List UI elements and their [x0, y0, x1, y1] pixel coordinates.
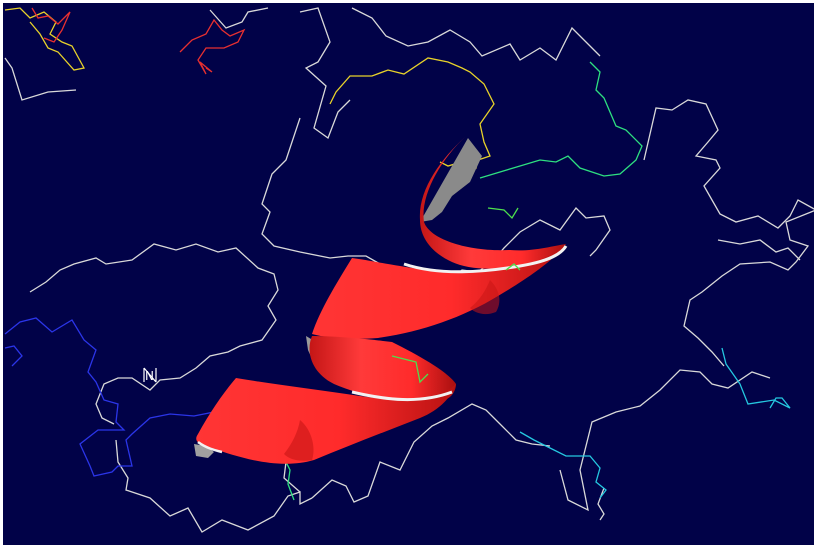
helix-ribbon-icon[interactable] [194, 136, 568, 464]
sidechain-trace [391, 355, 429, 384]
yellow-trace [4, 7, 85, 71]
helix-ribbon-shade [470, 280, 500, 315]
helix-ribbon-back [194, 444, 214, 458]
backbone-segment [717, 239, 801, 261]
helix-ribbon-edge [197, 440, 223, 454]
helix-ribbon-shade [284, 420, 314, 461]
green-chain-segment [283, 61, 643, 501]
backbone-segment [683, 209, 817, 367]
backbone-segment [283, 461, 301, 493]
backbone-segment [643, 99, 817, 229]
green-trace [479, 61, 643, 179]
red-trace [31, 7, 71, 43]
cyan-chain-segment [519, 347, 791, 499]
green-trace [283, 457, 295, 501]
sidechain-trace [487, 207, 519, 220]
helix-sidechains [391, 207, 521, 384]
red-chain-segment [31, 7, 246, 75]
atom-label-glyph [143, 367, 157, 383]
blue-trace [4, 317, 225, 477]
helix-ribbon-back [420, 138, 482, 222]
helix-ribbon-turn [312, 244, 566, 339]
atom-label-marker: N [143, 367, 157, 383]
blue-trace [4, 345, 23, 367]
backbone-trace [4, 7, 817, 533]
backbone-segment [351, 7, 601, 61]
helix-ribbon-turn [309, 336, 456, 402]
cyan-trace [519, 431, 607, 499]
atom-label: N [145, 369, 154, 383]
backbone-segment [559, 369, 771, 512]
backbone-segment [4, 57, 77, 101]
cyan-trace [721, 347, 791, 409]
backbone-segment [29, 243, 279, 425]
backbone-segment [311, 403, 551, 503]
backbone-segment [209, 7, 269, 29]
helix-ribbon-edge [351, 390, 453, 402]
backbone-segment [299, 7, 351, 140]
sidechain-trace [505, 263, 521, 271]
red-trace [179, 18, 246, 75]
helix-ribbon-edge [403, 245, 568, 274]
backbone-segment [115, 439, 313, 533]
